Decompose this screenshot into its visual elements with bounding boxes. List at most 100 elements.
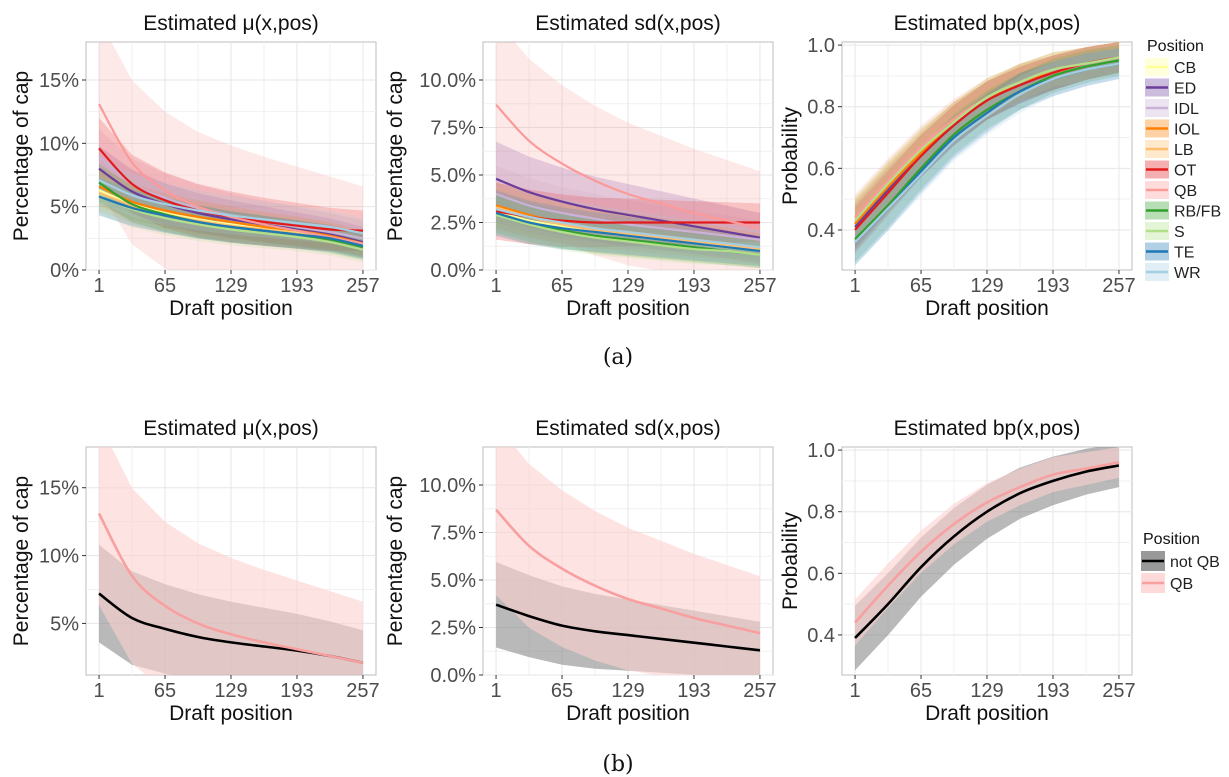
x-tick-label: 1 — [490, 275, 501, 297]
x-tick-label: 129 — [970, 275, 1003, 297]
band-rb-fb — [855, 45, 1119, 263]
legend-item: IDL — [1145, 99, 1199, 118]
chart-panel-a-sd: 1 65 129 193 257 0.0% 2.5% 5.0% 7.5% 10.0% Estimat… — [384, 12, 777, 320]
x-tick-label: 193 — [280, 680, 313, 702]
chart-panel-a-mu: 1 65 129 193 257 0% 5% 10% 15% Estimated μ(x,pos)… — [10, 12, 380, 320]
series-layer — [98, 42, 364, 270]
legend-items: CB ED IDL IOL LB OT QB RB/FB S TE WR — [1145, 58, 1221, 282]
line-not-qb — [495, 603, 761, 652]
x-tick-label: 193 — [1036, 680, 1069, 702]
x-tick-label: 1 — [490, 680, 501, 702]
line-rb-fb — [854, 59, 1120, 240]
chart-title: Estimated μ(x,pos) — [143, 417, 319, 440]
chart-panel-a-bp: 1 65 129 193 257 0.4 0.6 0.8 1.0 Estimated bp(x,p… — [779, 12, 1136, 320]
line-idl — [495, 192, 761, 241]
x-tick-label: 193 — [677, 275, 710, 297]
y-tick-label: 7.5% — [430, 118, 476, 140]
y-tick-label: 2.5% — [430, 213, 476, 235]
y-tick-label: 0.8 — [807, 97, 835, 119]
x-tick-label: 65 — [910, 680, 932, 702]
band-not-qb — [855, 447, 1119, 671]
legend-label: CB — [1174, 60, 1196, 77]
line-wr — [854, 62, 1120, 244]
series-layer — [854, 42, 1120, 266]
x-tick-label: 1 — [93, 275, 104, 297]
x-axis-label: Draft position — [169, 297, 293, 320]
legend-item: WR — [1145, 263, 1201, 282]
caption-a: (a) — [603, 345, 633, 370]
y-tick-label: 0.6 — [807, 158, 835, 180]
legend-item: RB/FB — [1145, 201, 1221, 221]
y-tick-label: 0.4 — [807, 625, 835, 647]
x-tick-label: 129 — [970, 680, 1003, 702]
band-te — [99, 177, 363, 259]
legend-item: QB — [1145, 181, 1197, 200]
chart-title: Estimated sd(x,pos) — [535, 12, 721, 35]
line-te — [495, 211, 761, 253]
band-te — [855, 48, 1119, 266]
line-wr — [495, 208, 761, 249]
x-axis-label: Draft position — [566, 297, 690, 320]
y-tick-label: 10% — [39, 133, 79, 155]
y-tick-label: 1.0 — [807, 35, 835, 57]
y-tick-label: 7.5% — [430, 523, 476, 545]
y-tick-label: 0% — [50, 260, 79, 282]
legend-title: Position — [1143, 531, 1200, 548]
panels-layer: 1 65 129 193 257 0% 5% 10% 15% Estimated μ(x,pos)… — [10, 12, 1136, 725]
x-axis-label: Draft position — [925, 297, 1049, 320]
line-qb — [495, 508, 761, 635]
x-axis-label: Draft position — [566, 702, 690, 725]
x-tick-label: 65 — [551, 680, 573, 702]
y-tick-label: 5.0% — [430, 165, 476, 187]
x-tick-label: 257 — [1102, 275, 1135, 297]
chart-title: Estimated μ(x,pos) — [143, 12, 319, 35]
legend-label: not QB — [1170, 554, 1220, 571]
y-axis-label: Probability — [779, 511, 802, 610]
y-tick-label: 10.0% — [419, 475, 476, 497]
line-s — [854, 56, 1120, 222]
chart-panel-b-sd: 1 65 129 193 257 0.0% 2.5% 5.0% 7.5% 10.0% Estimat… — [384, 417, 777, 725]
x-tick-label: 1 — [849, 680, 860, 702]
x-tick-label: 257 — [743, 275, 776, 297]
x-tick-label: 129 — [214, 275, 247, 297]
x-tick-label: 1 — [93, 680, 104, 702]
legend-label: S — [1174, 224, 1185, 241]
series-layer — [854, 447, 1120, 671]
x-axis-label: Draft position — [169, 702, 293, 725]
line-ed — [98, 167, 364, 244]
y-tick-label: 5% — [50, 197, 79, 219]
legend-item: CB — [1145, 58, 1196, 77]
chart-title: Estimated bp(x,pos) — [894, 12, 1081, 35]
y-axis-label: Percentage of cap — [384, 71, 407, 241]
y-tick-label: 2.5% — [430, 618, 476, 640]
y-tick-label: 0.4 — [807, 220, 835, 242]
line-qb — [98, 103, 364, 245]
chart-panel-b-mu: 1 65 129 193 257 5% 10% 15% Estimated μ(x,pos) Dr… — [10, 417, 380, 725]
legend-item: not QB — [1141, 551, 1220, 571]
legend-title: Position — [1147, 38, 1204, 55]
legend-label: RB/FB — [1174, 204, 1221, 221]
y-tick-label: 0.6 — [807, 563, 835, 585]
legend-label: WR — [1174, 265, 1201, 282]
legend-label: LB — [1174, 142, 1194, 159]
legend-label: IOL — [1174, 122, 1200, 139]
y-tick-label: 10% — [39, 546, 79, 568]
x-tick-label: 193 — [677, 680, 710, 702]
y-axis-label: Probability — [779, 106, 802, 205]
x-axis-label: Draft position — [925, 702, 1049, 725]
chart-title: Estimated bp(x,pos) — [894, 417, 1081, 440]
x-tick-label: 65 — [154, 275, 176, 297]
legend-item: ED — [1145, 78, 1196, 98]
x-tick-label: 1 — [849, 275, 860, 297]
line-not-qb — [854, 464, 1120, 639]
legend-label: QB — [1170, 576, 1193, 593]
legend-item: OT — [1145, 160, 1196, 180]
y-tick-label: 0.0% — [430, 665, 476, 687]
y-tick-label: 15% — [39, 478, 79, 500]
line-ed — [495, 177, 761, 239]
caption-b: (b) — [602, 752, 633, 777]
series-layer — [495, 447, 761, 675]
x-tick-label: 65 — [551, 275, 573, 297]
legend-item: TE — [1145, 242, 1194, 262]
x-tick-label: 65 — [154, 680, 176, 702]
